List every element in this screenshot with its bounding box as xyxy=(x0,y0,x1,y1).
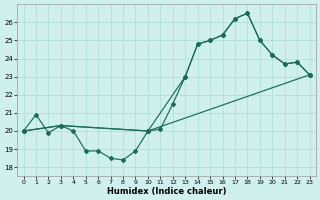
X-axis label: Humidex (Indice chaleur): Humidex (Indice chaleur) xyxy=(107,187,226,196)
